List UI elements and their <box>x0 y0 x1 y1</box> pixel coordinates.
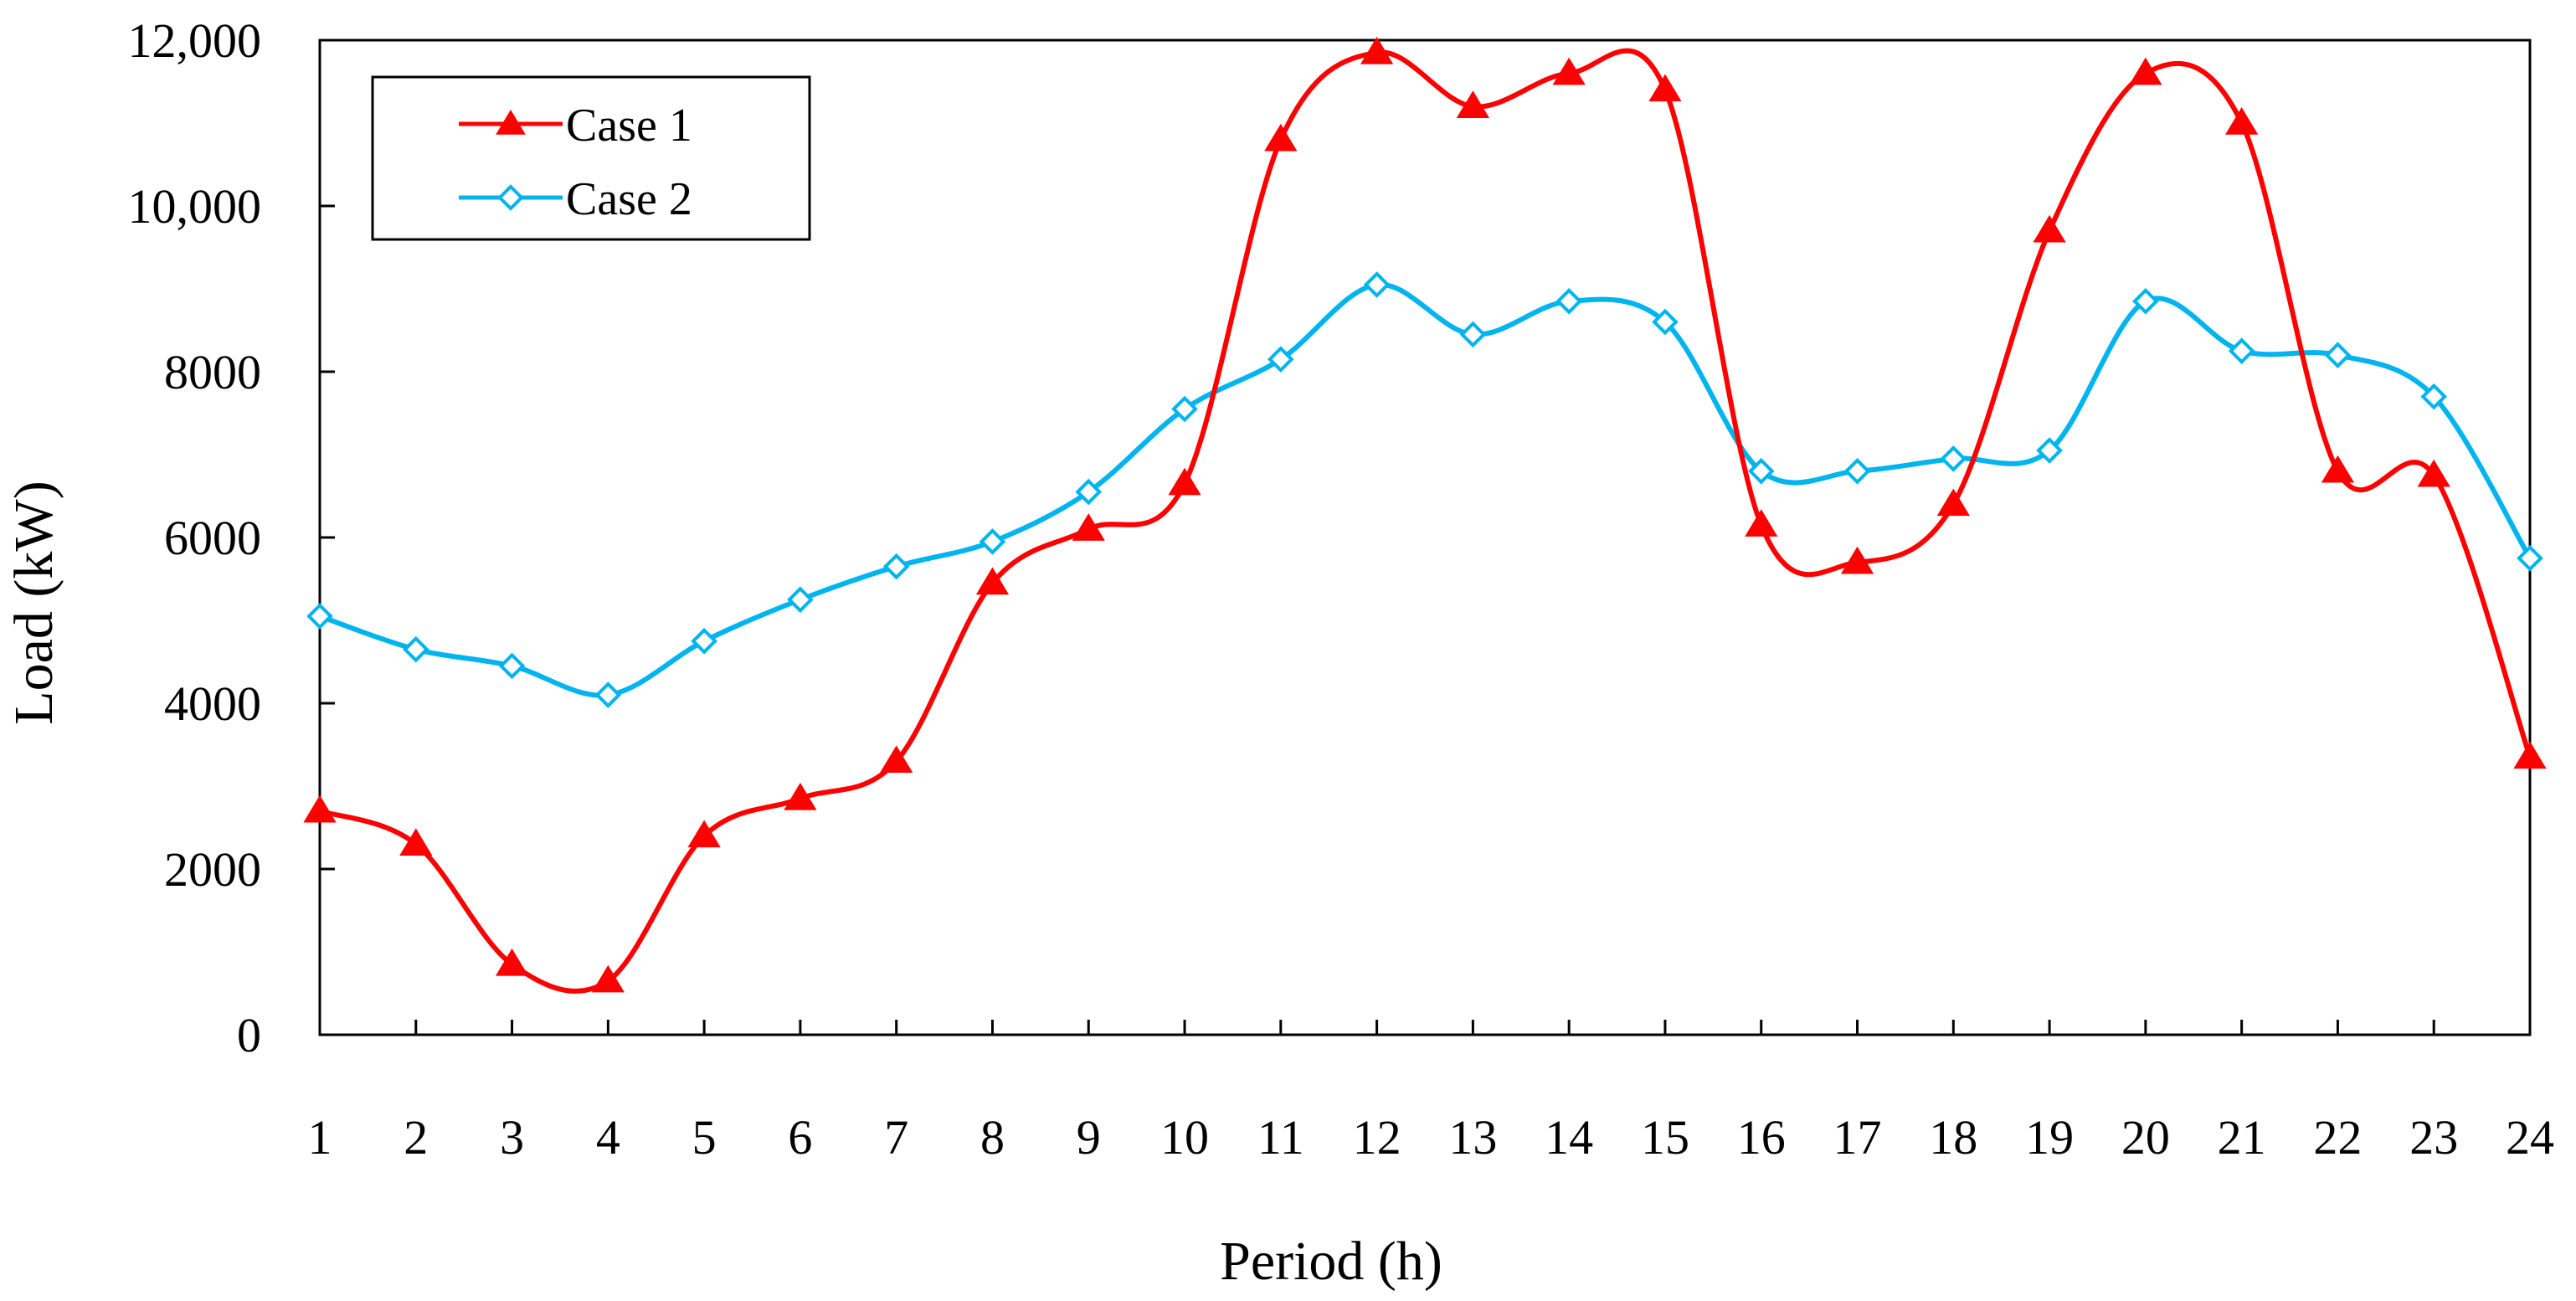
data-point <box>1360 36 1394 64</box>
x-tick-label: 9 <box>1077 1110 1101 1165</box>
y-tick-label: 4000 <box>164 676 261 731</box>
legend: Case 1 Case 2 <box>371 75 811 241</box>
x-tick-label: 13 <box>1448 1110 1497 1165</box>
data-point <box>1264 123 1298 152</box>
data-point <box>1456 90 1490 118</box>
x-axis-title: Period (h) <box>1220 1231 1442 1292</box>
y-tick-label: 8000 <box>164 345 261 399</box>
data-point <box>2324 342 2352 369</box>
data-point <box>1168 467 1201 496</box>
x-tick-label: 15 <box>1641 1110 1689 1165</box>
data-point <box>1940 445 1967 472</box>
y-tick-label: 0 <box>237 1008 261 1062</box>
y-tick-label: 2000 <box>164 842 261 897</box>
data-point <box>2033 214 2066 243</box>
data-point <box>2036 437 2063 464</box>
x-axis-ticks: 1 2 3 4 5 6 7 8 9 10 11 12 13 14 15 16 17 18 19 20 21 22 23 24 <box>308 1020 2554 1165</box>
data-point <box>1936 488 1970 517</box>
x-tick-label: 5 <box>692 1110 717 1165</box>
data-point <box>1843 457 1871 485</box>
data-point <box>687 820 721 848</box>
y-axis-title: Load (kW) <box>3 481 64 724</box>
data-point <box>399 828 433 856</box>
legend-marker-case-2 <box>497 184 524 211</box>
x-tick-label: 20 <box>2121 1110 2170 1165</box>
data-point <box>1840 546 1874 574</box>
x-tick-label: 24 <box>2506 1110 2554 1165</box>
data-point <box>2417 459 2450 487</box>
x-tick-label: 2 <box>404 1110 428 1165</box>
x-tick-label: 23 <box>2409 1110 2458 1165</box>
data-point <box>1555 288 1583 315</box>
data-point <box>591 964 625 993</box>
series-case-1 <box>303 36 2547 994</box>
data-point <box>975 567 1010 595</box>
data-point <box>495 948 529 976</box>
x-tick-label: 1 <box>308 1110 332 1165</box>
data-point <box>2129 57 2162 85</box>
data-point <box>2321 455 2355 483</box>
x-tick-label: 16 <box>1737 1110 1786 1165</box>
x-tick-label: 7 <box>884 1110 908 1165</box>
data-point <box>1075 478 1103 506</box>
data-point <box>1072 513 1105 541</box>
series-line <box>319 48 2532 994</box>
x-tick-label: 8 <box>980 1110 1005 1165</box>
data-point <box>787 586 814 614</box>
data-point <box>1552 57 1586 85</box>
data-point <box>882 553 910 580</box>
x-tick-label: 12 <box>1353 1110 1401 1165</box>
x-tick-label: 17 <box>1833 1110 1882 1165</box>
data-point <box>402 635 429 663</box>
legend-marker-case-1 <box>496 110 526 135</box>
y-axis-ticks: 0 2000 4000 6000 8000 10,000 12,000 <box>128 13 335 1062</box>
data-point <box>498 652 526 680</box>
x-tick-label: 19 <box>2025 1110 2074 1165</box>
legend-box <box>371 75 811 241</box>
x-tick-label: 14 <box>1545 1110 1593 1165</box>
y-tick-label: 10,000 <box>128 179 262 234</box>
data-point <box>306 603 333 630</box>
data-point <box>2228 337 2255 365</box>
data-point <box>880 745 913 774</box>
x-tick-label: 10 <box>1160 1110 1209 1165</box>
x-tick-label: 4 <box>596 1110 620 1165</box>
data-point <box>1267 346 1294 373</box>
data-point <box>691 627 717 655</box>
series-case-2 <box>306 271 2543 708</box>
data-point <box>2132 288 2159 315</box>
data-point <box>979 528 1006 555</box>
data-point <box>1745 509 1778 537</box>
data-point <box>1652 308 1679 336</box>
data-point <box>2513 741 2547 769</box>
series-layer <box>303 36 2547 994</box>
legend-label-case-1: Case 1 <box>566 100 692 152</box>
x-tick-label: 6 <box>788 1110 812 1165</box>
data-point <box>784 782 817 810</box>
series-line <box>319 282 2532 698</box>
data-point <box>2225 107 2259 135</box>
x-tick-label: 22 <box>2313 1110 2362 1165</box>
data-point <box>1648 74 1682 102</box>
data-point <box>594 681 622 708</box>
x-tick-label: 21 <box>2218 1110 2266 1165</box>
data-point <box>1459 321 1487 348</box>
data-point <box>2517 544 2543 572</box>
data-point <box>2420 383 2448 410</box>
data-point <box>303 794 337 823</box>
x-tick-label: 3 <box>500 1110 524 1165</box>
data-point <box>1747 457 1775 485</box>
x-tick-label: 11 <box>1257 1110 1304 1165</box>
y-tick-label: 12,000 <box>128 13 262 68</box>
x-tick-label: 18 <box>1929 1110 1977 1165</box>
data-point <box>1363 271 1391 298</box>
data-point <box>1171 395 1198 423</box>
y-tick-label: 6000 <box>164 511 261 565</box>
legend-label-case-2: Case 2 <box>566 173 692 225</box>
